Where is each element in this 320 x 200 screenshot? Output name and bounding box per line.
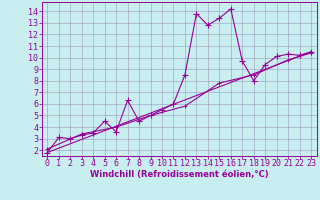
X-axis label: Windchill (Refroidissement éolien,°C): Windchill (Refroidissement éolien,°C) <box>90 170 268 179</box>
